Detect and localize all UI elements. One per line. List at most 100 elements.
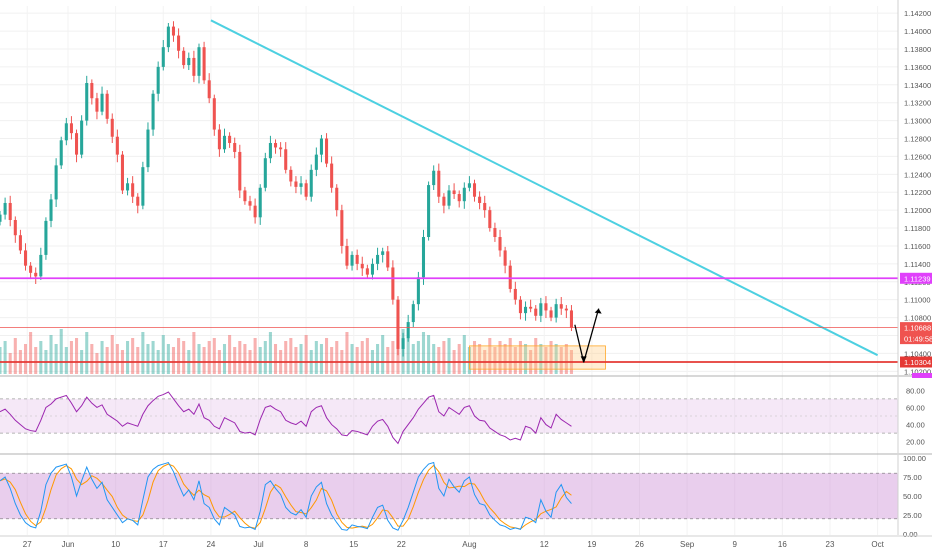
candle-body xyxy=(54,165,58,200)
time-tick-label: 12 xyxy=(540,540,549,549)
volume-bar xyxy=(192,332,196,374)
candles xyxy=(0,21,573,357)
candle-body xyxy=(171,26,176,36)
volume-bar xyxy=(64,347,68,374)
candle-body xyxy=(110,118,114,137)
volume-bar xyxy=(411,344,415,374)
candle-body xyxy=(151,93,155,130)
candle-body xyxy=(39,254,43,277)
candle-body xyxy=(182,50,186,66)
price-tick-label: 1.14000 xyxy=(904,27,931,36)
price-tick-label: 1.10400 xyxy=(904,349,931,358)
candle-body xyxy=(350,254,354,266)
time-tick-label: 8 xyxy=(304,540,309,549)
volume-bar xyxy=(314,341,318,374)
volume-bar xyxy=(49,335,53,374)
volume-bar xyxy=(524,344,528,374)
volume-bar xyxy=(207,341,211,374)
volume-bar xyxy=(544,347,548,374)
support-tag-bg xyxy=(900,356,932,368)
candle-body xyxy=(95,98,99,112)
candle-body xyxy=(273,142,278,148)
volume-bar xyxy=(151,341,155,374)
candle-body xyxy=(258,187,262,218)
candle-body xyxy=(554,304,558,318)
volume-bar xyxy=(238,341,242,374)
current-price-tag: 1.10688 01:49:58 xyxy=(900,322,932,345)
candle-body xyxy=(508,265,512,289)
volume-bar xyxy=(284,341,288,374)
candle-body xyxy=(488,210,492,229)
candle-body xyxy=(493,228,497,238)
candle-body xyxy=(427,185,431,238)
arrow-head-down-icon xyxy=(580,356,587,363)
candle-body xyxy=(513,288,517,300)
price-tick-label: 1.13800 xyxy=(904,45,931,54)
price-tick-label: 1.13000 xyxy=(904,117,931,126)
candle-body xyxy=(391,267,395,300)
volume-bar xyxy=(508,338,512,374)
rsi-tick-label: 40.00 xyxy=(906,421,925,430)
volume-bar xyxy=(513,347,517,374)
candle-body xyxy=(18,235,22,251)
time-tick-label: Sep xyxy=(680,540,695,549)
candle-body xyxy=(253,205,257,218)
candle-body xyxy=(421,237,426,278)
volume-bar xyxy=(539,344,543,374)
price-tick-label: 1.11800 xyxy=(904,224,931,233)
candle-body xyxy=(360,263,364,269)
candle-body xyxy=(49,199,53,221)
volume-bar xyxy=(299,344,303,374)
candle-body xyxy=(59,140,63,166)
rsi-pane[interactable]: 80.00 60.00 40.00 20.00 xyxy=(0,377,925,453)
volume-bar xyxy=(478,344,482,374)
candle-body xyxy=(518,299,522,314)
candle-body xyxy=(462,187,466,202)
rsi-line xyxy=(0,391,572,445)
stochastic-tick-labels: 100.00 75.00 50.00 25.00 0.00 xyxy=(903,454,926,539)
volume-bar xyxy=(534,338,538,374)
volume-bar xyxy=(335,341,339,374)
price-grid xyxy=(0,6,898,535)
stochastic-pane[interactable]: 100.00 75.00 50.00 25.00 0.00 xyxy=(0,454,926,539)
volume-bar xyxy=(95,353,99,374)
volume-bar xyxy=(268,332,272,374)
volume-bar xyxy=(222,344,227,374)
pane-marker xyxy=(912,373,932,378)
volume-bar xyxy=(202,347,206,374)
time-tick-labels: 27 Jun 10 17 24 Jul 8 15 22 Aug 12 19 26 Sep 9 16 23 Oct xyxy=(23,540,885,549)
price-pane[interactable] xyxy=(0,6,898,535)
stochastic-d-line xyxy=(0,463,572,530)
candle-body xyxy=(263,158,267,188)
volume-bar xyxy=(503,344,507,374)
descending-trendline[interactable] xyxy=(210,19,879,357)
candle-body xyxy=(447,190,451,206)
price-axis[interactable]: 1.14200 1.14000 1.13800 1.13600 1.13400 1.132… xyxy=(897,0,932,376)
candle-body xyxy=(80,120,84,155)
candle-body xyxy=(90,83,94,99)
resistance-price-tag: 1.11239 xyxy=(900,272,932,284)
candle-body xyxy=(212,98,216,130)
volume-bar xyxy=(34,347,38,374)
rsi-band xyxy=(0,398,898,434)
volume-bar xyxy=(100,341,104,374)
candle-body xyxy=(330,163,334,188)
volume-bar xyxy=(564,344,568,374)
candle-body xyxy=(120,154,124,191)
volume-bar xyxy=(365,338,369,374)
volume-bar xyxy=(416,341,420,374)
candle-body xyxy=(64,123,68,141)
support-tag-label: 1.10304 xyxy=(904,358,931,367)
candle-body xyxy=(85,83,89,121)
candle-body xyxy=(299,183,303,187)
volume-bar xyxy=(171,347,176,374)
time-tick-label: 9 xyxy=(733,540,738,549)
candle-body xyxy=(452,190,456,195)
time-tick-label: 15 xyxy=(349,540,358,549)
candle-body xyxy=(524,306,528,314)
price-tick-label: 1.12200 xyxy=(904,188,931,197)
time-axis[interactable]: 27 Jun 10 17 24 Jul 8 15 22 Aug 12 19 26 Sep 9 16 23 Oct xyxy=(0,535,932,549)
candle-body xyxy=(340,210,344,246)
rsi-tick-labels: 80.00 60.00 40.00 20.00 xyxy=(906,386,925,446)
